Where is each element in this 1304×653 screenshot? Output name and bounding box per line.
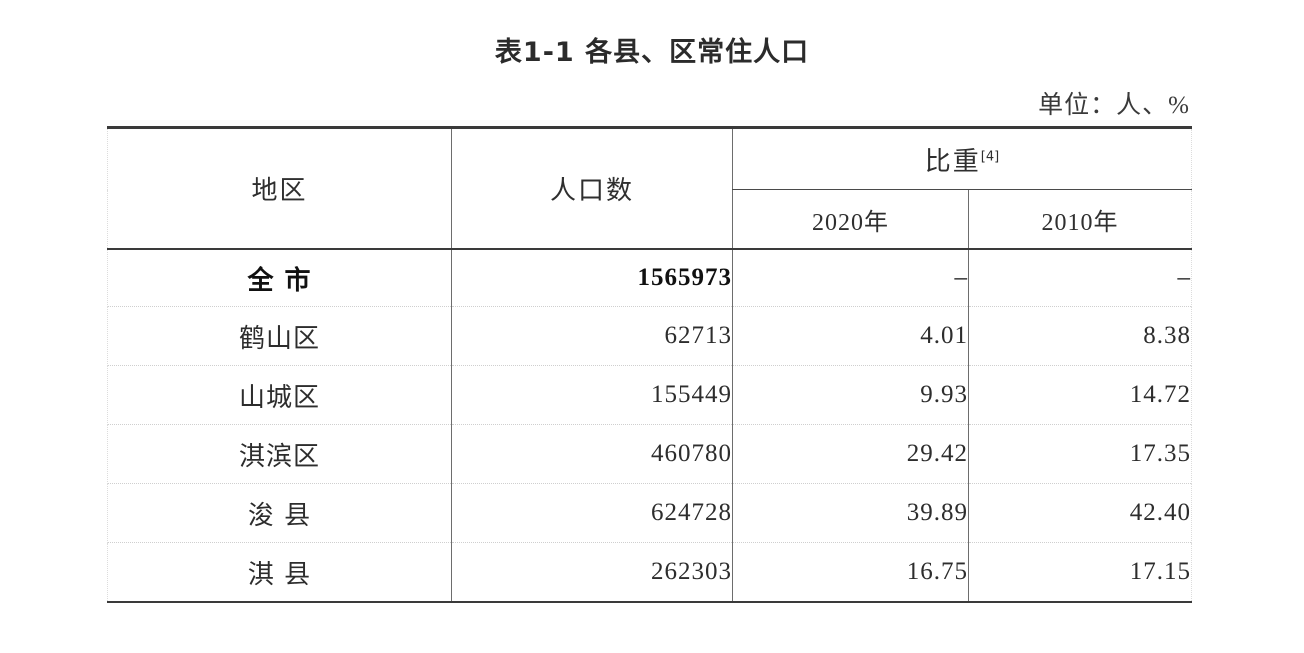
header-year-2020: 2020年 — [732, 189, 969, 249]
cell-population: 624728 — [451, 483, 733, 543]
table-row: 淇滨区 460780 29.42 17.35 — [107, 424, 1192, 484]
header-proportion: 比重[4] — [732, 126, 1192, 190]
table-row: 全 市 1565973 – – — [107, 248, 1192, 307]
cell-pct-2010: 42.40 — [968, 483, 1192, 543]
cell-population: 155449 — [451, 365, 733, 425]
cell-region: 浚 县 — [107, 483, 452, 543]
header-row-primary: 地区 人口数 比重[4] — [107, 126, 1192, 249]
table-body: 全 市 1565973 – – 鹤山区 62713 4.01 8.38 山城区 … — [107, 248, 1192, 603]
header-proportion-label: 比重 — [924, 146, 981, 177]
cell-pct-2020: 4.01 — [732, 306, 969, 366]
cell-population: 62713 — [451, 306, 733, 366]
cell-region: 淇 县 — [107, 542, 452, 603]
header-population: 人口数 — [451, 126, 733, 249]
cell-pct-2010: 17.35 — [968, 424, 1192, 484]
cell-region: 鹤山区 — [107, 306, 452, 366]
cell-population: 460780 — [451, 424, 733, 484]
cell-pct-2010: – — [968, 248, 1192, 307]
table-row: 鹤山区 62713 4.01 8.38 — [107, 306, 1192, 366]
cell-region: 全 市 — [107, 248, 452, 307]
header-year-2010: 2010年 — [968, 189, 1192, 249]
cell-pct-2020: 16.75 — [732, 542, 969, 603]
footnote-marker: [4] — [980, 148, 1000, 164]
page-title: 表1-1 各县、区常住人口 — [494, 37, 810, 68]
table-row: 山城区 155449 9.93 14.72 — [107, 365, 1192, 425]
cell-population: 262303 — [451, 542, 733, 603]
cell-pct-2010: 17.15 — [968, 542, 1192, 603]
unit-note: 单位：人、% — [1038, 92, 1190, 119]
header-row-years: 2020年 2010年 — [108, 189, 1192, 249]
cell-pct-2020: 29.42 — [732, 424, 969, 484]
population-table: 地区 人口数 比重[4] 2020年 2010年 全 市 1565973 – –… — [107, 126, 1192, 603]
table-row: 浚 县 624728 39.89 42.40 — [107, 483, 1192, 543]
header-region: 地区 — [107, 126, 452, 249]
cell-pct-2010: 8.38 — [968, 306, 1192, 366]
cell-population: 1565973 — [451, 248, 733, 307]
cell-region: 淇滨区 — [107, 424, 452, 484]
table-row: 淇 县 262303 16.75 17.15 — [107, 542, 1192, 603]
cell-pct-2020: – — [732, 248, 969, 307]
population-table-container: 地区 人口数 比重[4] 2020年 2010年 全 市 1565973 – –… — [107, 126, 1192, 603]
cell-region: 山城区 — [107, 365, 452, 425]
table-head: 地区 人口数 比重[4] 2020年 2010年 — [107, 126, 1192, 249]
cell-pct-2020: 9.93 — [732, 365, 969, 425]
cell-pct-2020: 39.89 — [732, 483, 969, 543]
cell-pct-2010: 14.72 — [968, 365, 1192, 425]
